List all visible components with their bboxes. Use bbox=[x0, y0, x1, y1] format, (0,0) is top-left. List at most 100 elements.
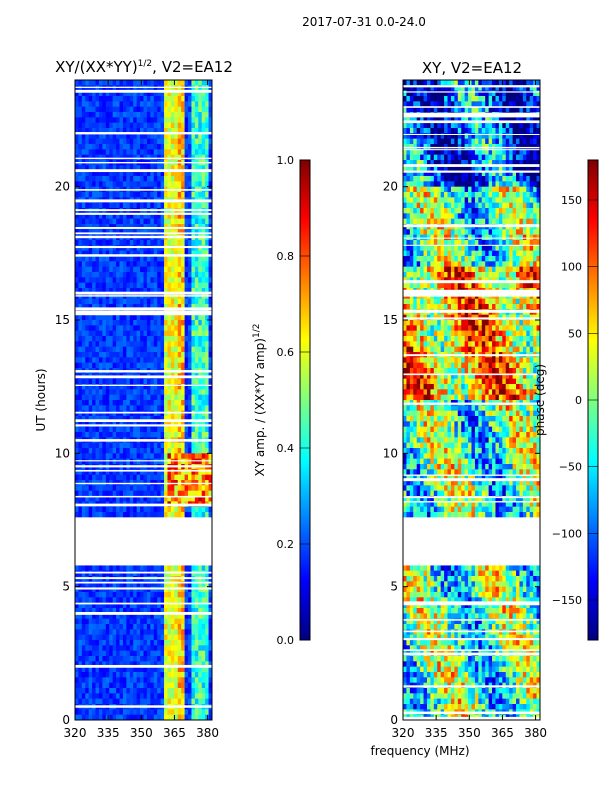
heatmap-cell bbox=[167, 581, 172, 588]
heatmap-cell bbox=[208, 629, 213, 636]
heatmap-cell bbox=[205, 362, 209, 369]
heatmap-cell bbox=[112, 96, 117, 102]
heatmap-cell bbox=[181, 229, 185, 236]
heatmap-cell bbox=[174, 256, 179, 262]
heatmap-cell bbox=[112, 272, 117, 278]
heatmap-cell bbox=[536, 90, 541, 97]
heatmap-cell bbox=[143, 240, 148, 246]
heatmap-cell bbox=[406, 117, 411, 124]
heatmap-cell bbox=[109, 80, 114, 86]
heatmap-cell bbox=[201, 421, 206, 428]
heatmap-cell bbox=[174, 320, 179, 326]
heatmap-cell bbox=[153, 325, 158, 332]
heatmap-cell bbox=[153, 314, 158, 321]
heatmap-cell bbox=[198, 245, 203, 252]
heatmap-cell bbox=[136, 170, 141, 177]
heatmap-cell bbox=[157, 176, 162, 182]
heatmap-cell bbox=[191, 277, 196, 284]
heatmap-cell bbox=[174, 426, 179, 433]
heatmap-cell bbox=[184, 170, 189, 177]
heatmap-cell bbox=[198, 613, 203, 620]
heatmap-cell bbox=[129, 640, 134, 646]
heatmap-cell bbox=[85, 304, 90, 310]
heatmap-cell bbox=[164, 389, 168, 396]
heatmap-cell bbox=[194, 192, 199, 198]
heatmap-cell bbox=[191, 218, 196, 225]
heatmap-cell bbox=[464, 101, 469, 108]
heatmap-cell bbox=[112, 325, 117, 332]
heatmap-cell bbox=[157, 597, 162, 604]
heatmap-cell bbox=[177, 314, 182, 321]
heatmap-cell bbox=[78, 608, 83, 614]
heatmap-cell bbox=[167, 192, 172, 198]
heatmap-cell bbox=[98, 117, 103, 124]
heatmap-cell bbox=[157, 394, 162, 401]
heatmap-cell bbox=[119, 320, 124, 326]
heatmap-cell bbox=[522, 96, 527, 102]
heatmap-cell bbox=[208, 272, 213, 278]
heatmap-cell bbox=[505, 96, 510, 102]
heatmap-cell bbox=[201, 485, 206, 492]
flagged-row bbox=[75, 189, 212, 191]
heatmap-cell bbox=[153, 394, 158, 401]
heatmap-cell bbox=[208, 672, 213, 678]
heatmap-cell bbox=[116, 101, 120, 108]
heatmap-cell bbox=[102, 149, 107, 156]
heatmap-cell bbox=[157, 629, 162, 636]
heatmap-cell bbox=[208, 240, 213, 246]
heatmap-cell bbox=[516, 96, 520, 102]
heatmap-cell bbox=[495, 117, 500, 124]
heatmap-cell bbox=[122, 586, 127, 593]
heatmap-cell bbox=[450, 133, 455, 140]
heatmap-cell bbox=[140, 245, 144, 252]
heatmap-cell bbox=[485, 117, 490, 124]
heatmap-cell bbox=[116, 448, 120, 454]
heatmap-cell bbox=[205, 314, 209, 321]
heatmap-cell bbox=[153, 602, 158, 609]
heatmap-cell bbox=[78, 384, 83, 390]
heatmap-cell bbox=[198, 314, 203, 321]
heatmap-cell bbox=[102, 304, 107, 310]
heatmap-cell bbox=[126, 677, 131, 684]
heatmap-cell bbox=[181, 608, 185, 614]
heatmap-cell bbox=[177, 602, 182, 609]
heatmap-cell bbox=[167, 384, 172, 390]
heatmap-cell bbox=[430, 133, 435, 140]
heatmap-cell bbox=[102, 570, 107, 577]
heatmap-cell bbox=[122, 346, 127, 353]
heatmap-cell bbox=[102, 256, 107, 262]
heatmap-cell bbox=[95, 346, 100, 353]
heatmap-cell bbox=[88, 421, 93, 428]
heatmap-cell bbox=[208, 112, 213, 118]
heatmap-cell bbox=[464, 138, 469, 145]
heatmap-cell bbox=[143, 304, 148, 310]
heatmap-cell bbox=[164, 181, 168, 188]
heatmap-cell bbox=[174, 218, 179, 225]
heatmap-cell bbox=[488, 80, 493, 86]
heatmap-cell bbox=[109, 325, 114, 332]
heatmap-cell bbox=[177, 714, 182, 721]
heatmap-cell bbox=[102, 144, 107, 150]
heatmap-cell bbox=[81, 250, 86, 257]
heatmap-cell bbox=[146, 613, 151, 620]
heatmap-cell bbox=[143, 698, 148, 705]
heatmap-cell bbox=[188, 149, 192, 156]
heatmap-cell bbox=[88, 512, 93, 518]
heatmap-cell bbox=[136, 608, 141, 614]
heatmap-cell bbox=[167, 512, 172, 518]
heatmap-cell bbox=[188, 629, 192, 636]
heatmap-cell bbox=[205, 421, 209, 428]
heatmap-cell bbox=[109, 112, 114, 118]
heatmap-cell bbox=[92, 277, 96, 284]
heatmap-cell bbox=[98, 218, 103, 225]
heatmap-cell bbox=[205, 496, 209, 502]
heatmap-cell bbox=[98, 288, 103, 294]
heatmap-cell bbox=[133, 336, 138, 342]
heatmap-cell bbox=[140, 608, 144, 614]
heatmap-cell bbox=[160, 474, 165, 481]
heatmap-cell bbox=[119, 682, 124, 689]
heatmap-cell bbox=[133, 325, 138, 332]
heatmap-cell bbox=[201, 698, 206, 705]
heatmap-cell bbox=[440, 90, 445, 97]
figure-title: 2017-07-31 0.0-24.0 bbox=[302, 15, 426, 29]
